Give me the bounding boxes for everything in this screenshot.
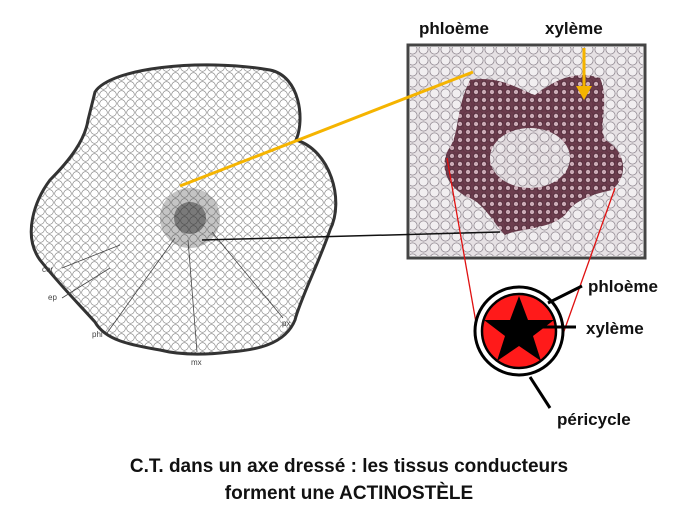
caption-line-1: C.T. dans un axe dressé : les tissus con… <box>129 456 569 477</box>
cortex-outline <box>29 63 338 356</box>
label-ep: ep <box>48 293 57 302</box>
red-guide-left <box>446 157 479 335</box>
label-cor: cor <box>42 265 53 274</box>
top-label-phloeme: phloème <box>419 19 489 38</box>
central-stele-drawing <box>160 188 220 248</box>
phloeme-leader <box>547 284 583 305</box>
label-px: px <box>282 319 290 328</box>
yellow-arrow-head <box>576 86 592 100</box>
red-guide-right <box>562 187 616 335</box>
xylem-star <box>484 296 554 361</box>
actinostele-schematic <box>473 285 565 377</box>
label-phl: phl <box>92 330 103 339</box>
yellow-pointer-line <box>179 70 474 188</box>
top-label-xyleme: xylème <box>545 19 603 38</box>
stem-cross-section-drawing: cor ep phl mx px <box>29 63 338 367</box>
schematic-label-pericycle: péricycle <box>557 410 631 429</box>
caption-line-2: forment une ACTINOSTÈLE <box>224 483 474 504</box>
black-pointer-line <box>201 231 501 241</box>
schematic-label-xyleme: xylème <box>586 319 644 338</box>
label-mx: mx <box>191 358 202 367</box>
pericycle-leader <box>528 376 552 409</box>
schematic-label-phloeme: phloème <box>588 277 658 296</box>
stele-micrograph-photo <box>406 43 647 260</box>
